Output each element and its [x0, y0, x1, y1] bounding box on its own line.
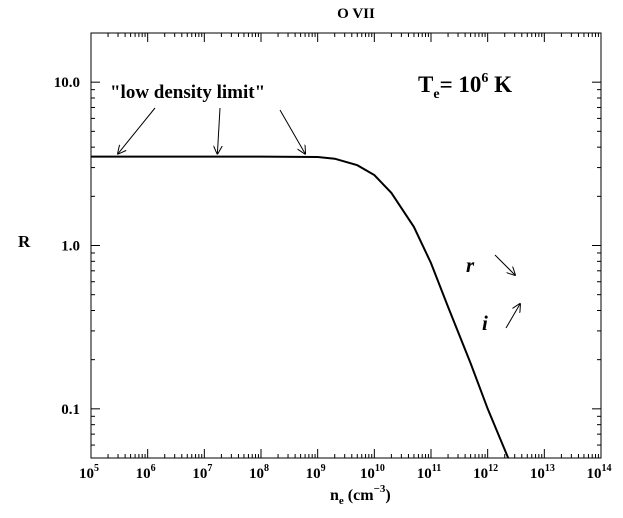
temperature-annotation: Te= 106 K: [418, 71, 512, 102]
y-tick-label: 1.0: [61, 239, 80, 255]
x-tick-label: 108: [249, 463, 269, 482]
low-density-arrows: [118, 107, 305, 154]
y-tick-label: 0.1: [61, 402, 80, 418]
x-tick-label: 105: [79, 463, 99, 482]
chart-title: O VII: [337, 6, 375, 22]
i-arrow: [505, 304, 520, 329]
r-line-label: r: [466, 253, 475, 277]
y-tick-label: 10.0: [54, 75, 80, 91]
x-tick-label: 1014: [587, 463, 612, 482]
x-axis-label: ne (cm−3): [330, 483, 391, 507]
low-density-arrow: [118, 107, 156, 154]
x-tick-label: 107: [192, 463, 212, 482]
x-axis-tick-labels: 105 106 107 108 109 1010 1011 1012 1013 1014: [79, 463, 612, 482]
low-density-arrow: [279, 109, 305, 154]
low-density-arrow: [217, 107, 220, 154]
x-tick-label: 1011: [417, 463, 441, 482]
i-line-label: i: [482, 311, 488, 335]
x-axis-ticks: [90, 33, 602, 458]
low-density-limit-annotation: "low density limit": [110, 82, 265, 103]
r-arrow: [494, 254, 515, 275]
x-tick-label: 109: [306, 463, 326, 482]
x-tick-label: 106: [136, 463, 156, 482]
y-axis-ticks: [91, 32, 601, 459]
x-tick-label: 1010: [360, 463, 385, 482]
data-series-line: [91, 155, 510, 459]
x-tick-label: 1012: [473, 463, 498, 482]
y-axis-label: R: [18, 232, 31, 251]
x-tick-label: 1013: [530, 463, 555, 482]
y-axis-tick-labels: 0.1 1.0 10.0: [54, 75, 80, 418]
